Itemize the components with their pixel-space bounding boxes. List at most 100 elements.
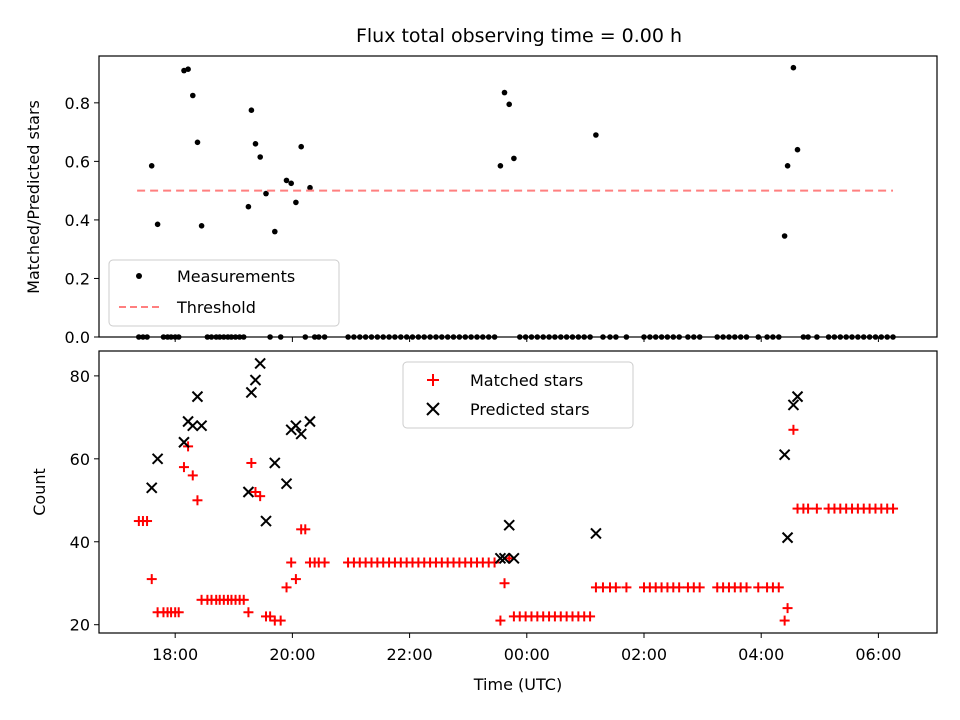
predicted-stars-series [146, 357, 804, 565]
ratio-y-axis: 0.0 0.2 0.4 0.6 0.8 [65, 94, 99, 347]
measurement-point [272, 228, 278, 235]
measurement-point [288, 180, 295, 187]
measurement-point [252, 141, 259, 147]
measurement-point [198, 223, 205, 229]
ratio-y-tick-label: 0.8 [65, 94, 90, 113]
measurement-point [248, 107, 255, 113]
predicted-star-point [290, 419, 302, 432]
matched-star-point [178, 462, 189, 473]
predicted-star-point [191, 390, 204, 403]
matched-star-point [741, 582, 752, 593]
matched-star-point [286, 557, 297, 568]
matched-star-point [499, 578, 510, 589]
count-y-tick-label: 60 [70, 450, 90, 469]
predicted-star-point [781, 531, 794, 544]
matched-star-point [275, 615, 286, 626]
time-x-tick-label: 02:00 [621, 645, 667, 664]
time-x-tick-label: 04:00 [738, 645, 784, 664]
chart-title: Flux total observing time = 0.00 h [356, 25, 682, 47]
predicted-star-point [304, 415, 316, 428]
count-x-axis: 18:00 20:00 22:00 00:00 02:00 04:00 06:00 [152, 633, 901, 664]
matched-star-point [192, 495, 203, 506]
predicted-star-point [146, 482, 158, 494]
measurement-point [245, 203, 252, 210]
measurement-point [501, 89, 508, 96]
predicted-star-point [280, 477, 293, 490]
predicted-star-point [187, 419, 199, 432]
predicted-star-point [778, 448, 791, 461]
ratio-x-axis [174, 337, 879, 342]
matched-star-point [782, 603, 793, 614]
matched-star-point [489, 557, 500, 568]
measurements-legend-marker [136, 273, 142, 279]
predicted-star-point [494, 552, 507, 565]
matched-star-point [319, 557, 330, 568]
predicted-star-point [195, 419, 208, 432]
predicted-star-point [178, 436, 190, 448]
measurement-point [781, 233, 788, 239]
measurement-point [497, 163, 504, 169]
predicted-star-point [787, 399, 800, 411]
matched-star-point [773, 582, 784, 593]
threshold-legend-label: Threshold [176, 298, 256, 317]
measurement-point [194, 139, 201, 146]
ratio-legend-box [108, 259, 340, 327]
predicted-star-point [269, 457, 281, 469]
measurement-point [790, 64, 797, 71]
matched-star-point [146, 574, 157, 585]
count-y-tick-label: 40 [70, 533, 90, 552]
ratio-y-tick-label: 0.0 [65, 328, 90, 347]
time-x-tick-label: 06:00 [855, 645, 901, 664]
predicted-legend-marker [426, 402, 440, 416]
measurement-point [784, 163, 791, 169]
ratio-panel-frame [98, 55, 938, 338]
measurement-point [185, 66, 191, 72]
time-x-axis-label: Time (UTC) [473, 675, 562, 694]
ratio-legend: Measurements Threshold [108, 259, 340, 327]
measurement-point [293, 199, 299, 206]
ratio-y-tick-label: 0.6 [65, 152, 90, 171]
predicted-star-point [791, 390, 804, 403]
measurement-point [154, 221, 161, 228]
measurement-point [794, 146, 801, 153]
matched-star-point [674, 582, 685, 593]
matched-star-point [753, 582, 764, 593]
matched-star-point [300, 524, 311, 535]
matched-star-point [238, 594, 249, 605]
predicted-star-point [295, 428, 307, 440]
matched-star-point [173, 607, 184, 618]
measurement-point [283, 177, 290, 184]
ratio-y-tick-label: 0.2 [65, 269, 90, 288]
count-y-axis-label: Count [30, 468, 49, 516]
matched-star-point [788, 424, 799, 435]
ratio-y-tick-label: 0.4 [65, 211, 90, 230]
matched-star-point [246, 457, 257, 468]
count-panel-frame [98, 350, 938, 634]
time-x-tick-label: 18:00 [152, 645, 198, 664]
predicted-star-point [508, 552, 520, 565]
count-y-tick-label: 80 [70, 367, 90, 386]
predicted-star-point [245, 386, 258, 399]
matched-legend-marker [427, 374, 439, 386]
count-panel: 20 40 60 80 18:00 20:00 22:00 00:00 02:00 04:00 0… [30, 350, 938, 694]
matched-star-point [610, 582, 621, 593]
measurement-point [148, 163, 155, 169]
time-x-tick-label: 00:00 [504, 645, 550, 664]
matched-legend-label: Matched stars [470, 371, 583, 390]
count-legend: Matched stars Predicted stars [402, 361, 634, 429]
count-y-axis: 20 40 60 80 [70, 367, 99, 635]
matched-stars-series [133, 424, 899, 626]
matched-star-point [779, 615, 790, 626]
predicted-star-point [151, 453, 164, 465]
predicted-star-point [242, 486, 255, 498]
measurements-legend-label: Measurements [177, 267, 295, 286]
predicted-legend-label: Predicted stars [470, 400, 590, 419]
matched-star-point [888, 503, 899, 514]
measurement-point [593, 132, 599, 138]
predicted-star-point [590, 527, 602, 540]
measurement-point [263, 190, 269, 197]
ratio-y-axis-label: Matched/Predicted stars [24, 100, 43, 294]
matched-star-point [281, 582, 292, 593]
matched-star-point [187, 470, 198, 481]
